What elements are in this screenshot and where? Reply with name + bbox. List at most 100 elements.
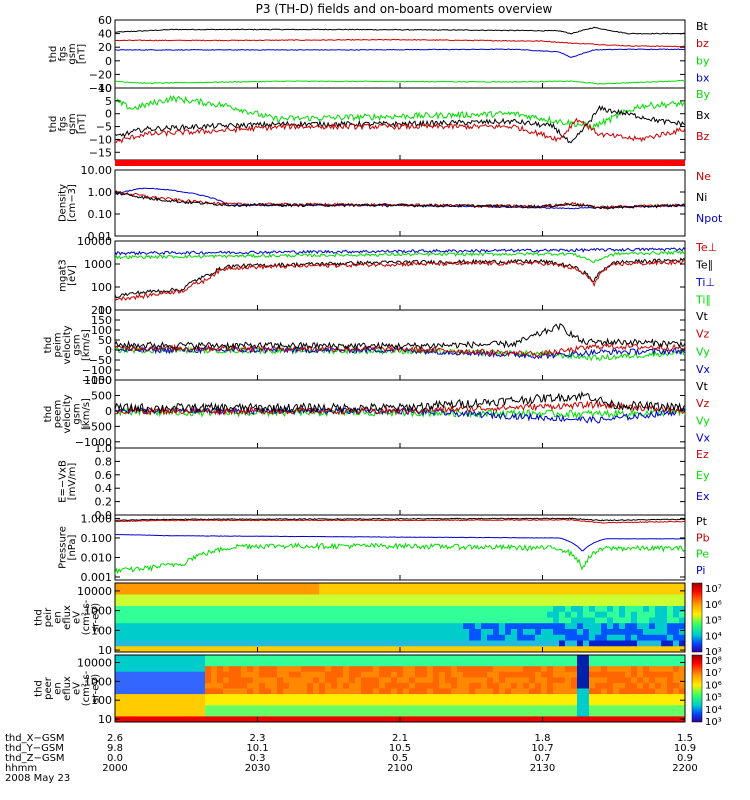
tick-label: 1.000 xyxy=(81,512,113,525)
spectrogram-cell xyxy=(241,634,248,641)
spectrogram-cell xyxy=(565,710,572,717)
spectrogram-cell xyxy=(433,699,440,706)
spectrogram-cell xyxy=(451,671,458,678)
spectrogram-cell xyxy=(169,594,176,601)
spectrogram-cell xyxy=(121,588,128,595)
spectrogram-cell xyxy=(355,583,362,590)
tick-label: 1.0 xyxy=(95,442,113,455)
spectrogram-cell xyxy=(247,588,254,595)
spectrogram-cell xyxy=(373,660,380,667)
spectrogram-cell xyxy=(259,671,266,678)
spectrogram-cell xyxy=(349,694,356,701)
spectrogram-cell xyxy=(199,688,206,695)
spectrogram-cell xyxy=(169,671,176,678)
spectrogram-cell xyxy=(157,688,164,695)
spectrogram-cell xyxy=(469,583,476,590)
spectrogram-cell xyxy=(589,640,596,647)
spectrogram-cell xyxy=(457,688,464,695)
spectrogram-cell xyxy=(499,716,506,723)
spectrogram-cell xyxy=(253,688,260,695)
spectrogram-cell xyxy=(529,699,536,706)
y-axis-label: en xyxy=(53,682,64,695)
spectrogram-cell xyxy=(553,705,560,712)
spectrogram-cell xyxy=(421,682,428,689)
spectrogram-cell xyxy=(175,623,182,630)
spectrogram-cell xyxy=(661,671,668,678)
spectrogram-cell xyxy=(589,583,596,590)
spectrogram-cell xyxy=(133,594,140,601)
spectrogram-cell xyxy=(475,666,482,673)
spectrogram-cell xyxy=(661,583,668,590)
spectrogram-cell xyxy=(199,646,206,653)
spectrogram-cell xyxy=(481,716,488,723)
spectrogram-cell xyxy=(655,606,662,613)
spectrogram-cell xyxy=(529,629,536,636)
spectrogram-cell xyxy=(655,594,662,601)
spectrogram-cell xyxy=(667,634,674,641)
spectrogram-cell xyxy=(283,655,290,662)
spectrogram-cell xyxy=(211,646,218,653)
spectrogram-cell xyxy=(661,623,668,630)
spectrogram-cell xyxy=(619,666,626,673)
spectrogram-cell xyxy=(517,671,524,678)
spectrogram-cell xyxy=(439,705,446,712)
spectrogram-cell xyxy=(229,594,236,601)
spectrogram-cell xyxy=(661,611,668,618)
spectrogram-cell xyxy=(487,682,494,689)
spectrogram-cell xyxy=(637,623,644,630)
spectrogram-cell xyxy=(307,699,314,706)
spectrogram-cell xyxy=(601,705,608,712)
spectrogram-cell xyxy=(157,606,164,613)
spectrogram-cell xyxy=(169,606,176,613)
spectrogram-cell xyxy=(223,688,230,695)
spectrogram-cell xyxy=(577,583,584,590)
spectrogram-cell xyxy=(667,594,674,601)
spectrogram-cell xyxy=(565,583,572,590)
spectrogram-cell xyxy=(349,705,356,712)
spectrogram-cell xyxy=(307,617,314,624)
spectrogram-cell xyxy=(661,699,668,706)
spectrogram-cell xyxy=(433,694,440,701)
spectrogram-cell xyxy=(481,655,488,662)
spectrogram-cell xyxy=(385,716,392,723)
spectrogram-cell xyxy=(631,588,638,595)
spectrogram-cell xyxy=(595,655,602,662)
spectrogram-cell xyxy=(265,655,272,662)
spectrogram-cell xyxy=(235,634,242,641)
spectrogram-cell xyxy=(679,694,686,701)
spectrogram-cell xyxy=(577,710,584,717)
spectrogram-cell xyxy=(493,705,500,712)
spectrogram-cell xyxy=(655,583,662,590)
spectrogram-cell xyxy=(211,629,218,636)
spectrogram-cell xyxy=(499,646,506,653)
spectrogram-cell xyxy=(307,611,314,618)
spectrogram-cell xyxy=(271,640,278,647)
spectrogram-cell xyxy=(457,677,464,684)
spectrogram-cell xyxy=(487,655,494,662)
spectrogram-cell xyxy=(133,600,140,607)
spectrogram-cell xyxy=(445,594,452,601)
spectrogram-cell xyxy=(145,583,152,590)
spectrogram-cell xyxy=(631,617,638,624)
spectrogram-cell xyxy=(445,694,452,701)
spectrogram-cell xyxy=(451,600,458,607)
spectrogram-cell xyxy=(151,660,158,667)
spectrogram-cell xyxy=(259,623,266,630)
spectrogram-cell xyxy=(457,600,464,607)
y-axis-label: E=−VxB xyxy=(57,460,68,503)
spectrogram-cell xyxy=(307,588,314,595)
spectrogram-cell xyxy=(613,640,620,647)
spectrogram-cell xyxy=(265,611,272,618)
spectrogram-cell xyxy=(463,588,470,595)
spectrogram-cell xyxy=(583,640,590,647)
spectrogram-cell xyxy=(499,705,506,712)
spectrogram-cell xyxy=(415,623,422,630)
spectrogram-cell xyxy=(319,588,326,595)
spectrogram-cell xyxy=(157,660,164,667)
spectrogram-cell xyxy=(247,694,254,701)
spectrogram-cell xyxy=(175,705,182,712)
spectrogram-cell xyxy=(589,666,596,673)
spectrogram-cell xyxy=(133,623,140,630)
spectrogram-cell xyxy=(649,705,656,712)
spectrogram-cell xyxy=(337,699,344,706)
